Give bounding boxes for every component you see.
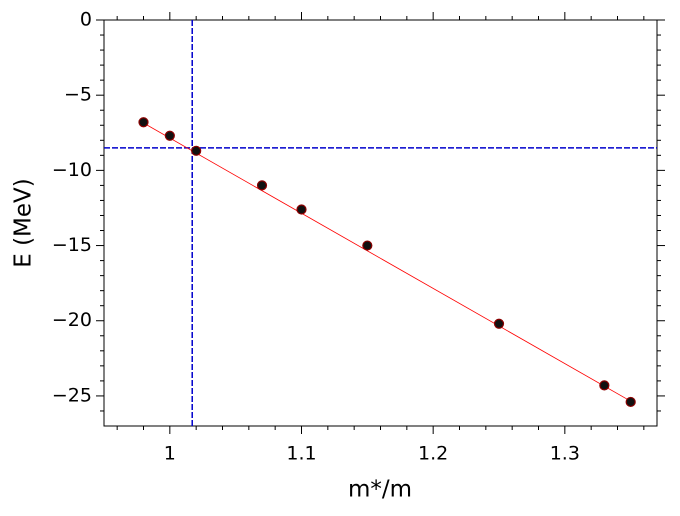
y-tick-label: −5 [64, 84, 92, 106]
data-point [191, 145, 202, 156]
data-point [625, 396, 636, 408]
y-tick-label: −25 [52, 384, 92, 406]
data-point [493, 318, 505, 329]
y-tick-label: −10 [52, 159, 92, 181]
data-point [256, 180, 268, 191]
y-tick-label: −15 [52, 234, 92, 256]
data-point [362, 240, 373, 251]
data-point [599, 380, 610, 391]
data-point [164, 130, 175, 141]
x-axis-label: m*/m [348, 477, 412, 503]
data-point [138, 117, 149, 128]
x-tick-label: 1 [164, 443, 176, 465]
x-tick-label: 1.1 [286, 443, 316, 465]
x-tick-label: 1.3 [550, 443, 580, 465]
y-tick-label: −20 [52, 309, 92, 331]
fit-line [143, 122, 631, 402]
x-tick-label: 1.2 [418, 443, 448, 465]
y-axis-label: E (MeV) [11, 178, 37, 268]
y-tick-label: 0 [80, 9, 92, 31]
data-point [296, 204, 307, 215]
plot-frame [103, 19, 658, 427]
